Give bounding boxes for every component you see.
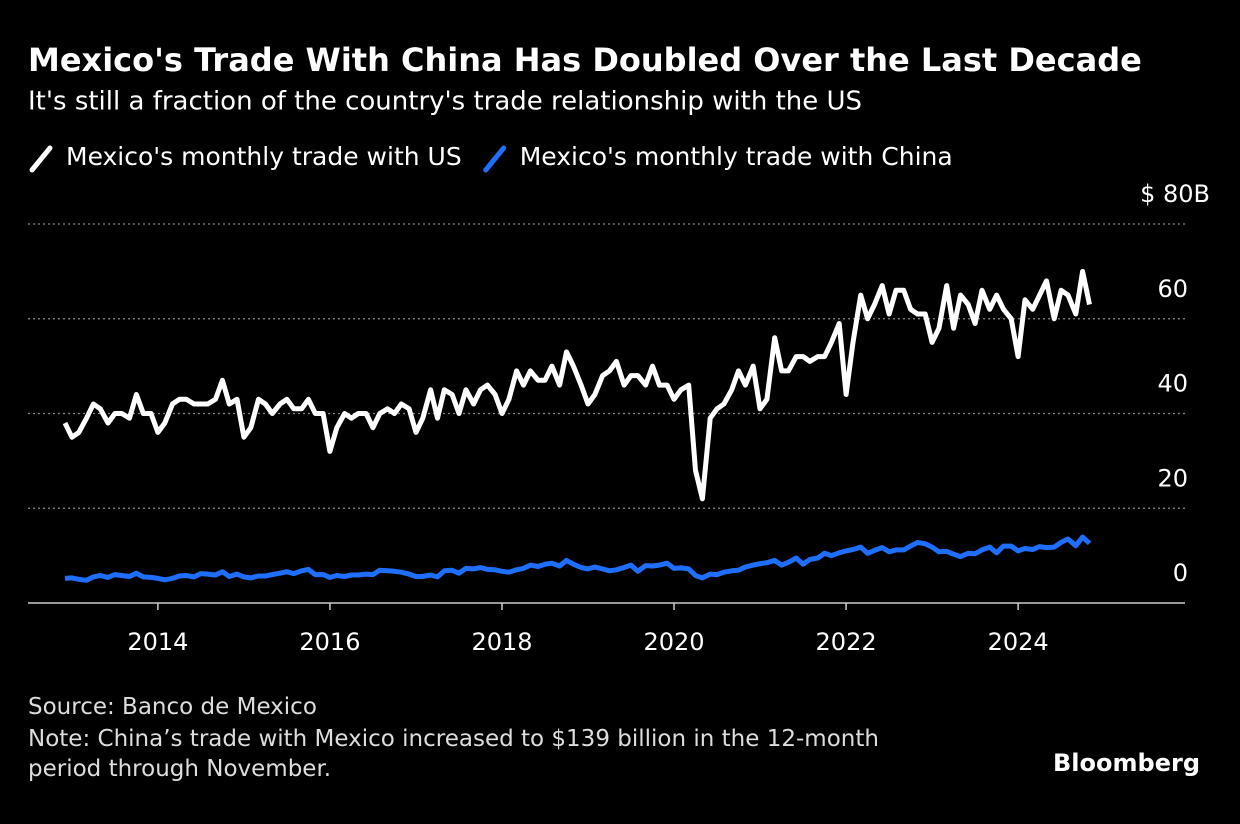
y-tick-label: 60 <box>1157 275 1188 303</box>
x-tick-label: 2014 <box>127 628 188 656</box>
note: Note: China’s trade with Mexico increase… <box>28 726 879 782</box>
legend-label: Mexico's monthly trade with US <box>66 142 462 171</box>
x-tick-label: 2016 <box>299 628 360 656</box>
y-tick-label: $ 80B <box>1140 180 1210 208</box>
x-tick-label: 2018 <box>471 628 532 656</box>
source: Source: Banco de Mexico <box>28 694 317 720</box>
brand: Bloomberg <box>1053 749 1200 777</box>
series-line <box>62 268 1092 502</box>
y-tick-label: 0 <box>1173 559 1188 587</box>
x-tick-label: 2022 <box>816 628 877 656</box>
legend-marker <box>483 145 507 173</box>
series-line <box>64 534 1092 583</box>
chart-subtitle: It's still a fraction of the country's t… <box>28 87 862 117</box>
x-tick-label: 2020 <box>643 628 704 656</box>
y-tick-label: 40 <box>1157 370 1188 398</box>
x-tick-label: 2024 <box>988 628 1049 656</box>
legend-marker <box>29 145 53 173</box>
legend-label: Mexico's monthly trade with China <box>520 142 953 171</box>
y-tick-label: 20 <box>1157 464 1188 492</box>
chart-title: Mexico's Trade With China Has Doubled Ov… <box>28 41 1142 79</box>
